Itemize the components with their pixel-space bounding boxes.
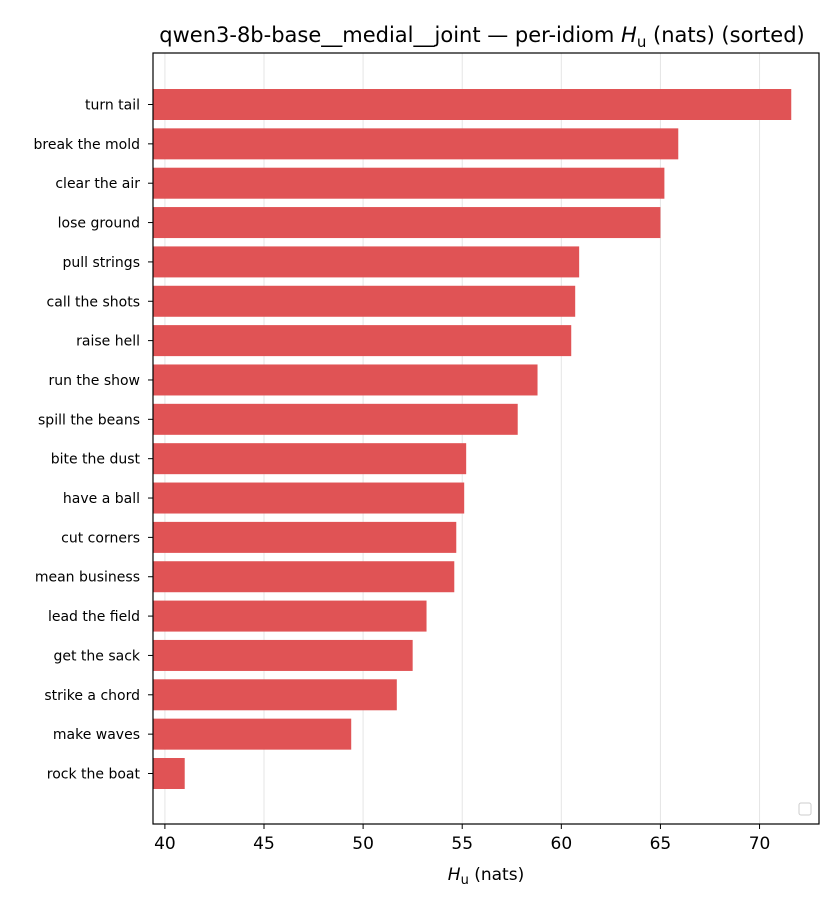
y-tick-label: spill the beans [38,412,140,428]
bar-mean-business [153,561,455,593]
y-tick-label: have a ball [63,491,140,507]
y-tick-label: clear the air [55,176,140,192]
y-tick-label: raise hell [76,334,140,350]
chart-title: qwen3-8b-base__medial__joint — per-idiom… [159,23,804,51]
y-tick-label: lead the field [48,609,140,625]
bar-spill-the-beans [153,403,518,435]
bars-group [153,89,792,789]
y-tick-label: call the shots [47,294,140,310]
bar-strike-a-chord [153,679,397,711]
x-tick-label: 55 [451,834,473,854]
bar-get-the-sack [153,639,413,671]
x-tick-label: 40 [154,834,176,854]
y-tick-label: bite the dust [51,452,141,468]
x-tick-label: 70 [749,834,771,854]
x-tick-label: 45 [253,834,275,854]
bar-lose-ground [153,207,661,239]
bar-clear-the-air [153,167,665,199]
x-tick-label: 60 [551,834,573,854]
y-tick-label: pull strings [63,255,140,271]
x-axis-label: Hu (nats) [448,865,524,888]
bar-bite-the-dust [153,443,467,475]
bar-lead-the-field [153,600,427,632]
bar-make-waves [153,718,352,750]
y-tick-label: cut corners [61,530,140,546]
bar-cut-corners [153,521,457,553]
bar-break-the-mold [153,128,679,160]
bar-turn-tail [153,89,792,120]
x-tick-label: 50 [352,834,374,854]
plot-frame [152,52,820,825]
y-tick-label: run the show [48,373,140,389]
bar-rock-the-boat [153,758,185,789]
y-tick-label: get the sack [53,648,140,664]
y-tick-label: strike a chord [44,688,140,704]
y-tick-label: mean business [35,570,140,586]
y-tick-label: break the mold [34,137,141,153]
y-tick-label: rock the boat [47,767,141,783]
bar-raise-hell [153,325,572,357]
y-axis: turn tail break the mold clear the air lose… [34,98,153,783]
legend-box [798,802,812,816]
bar-run-the-show [153,364,538,396]
x-tick-label: 65 [650,834,672,854]
bar-pull-strings [153,246,580,278]
y-tick-label: lose ground [58,216,140,232]
y-tick-label: make waves [53,727,140,743]
x-axis: 40 45 50 55 60 65 70 [154,824,770,854]
bar-have-a-ball [153,482,465,514]
y-tick-label: turn tail [85,98,140,114]
bar-call-the-shots [153,285,576,317]
